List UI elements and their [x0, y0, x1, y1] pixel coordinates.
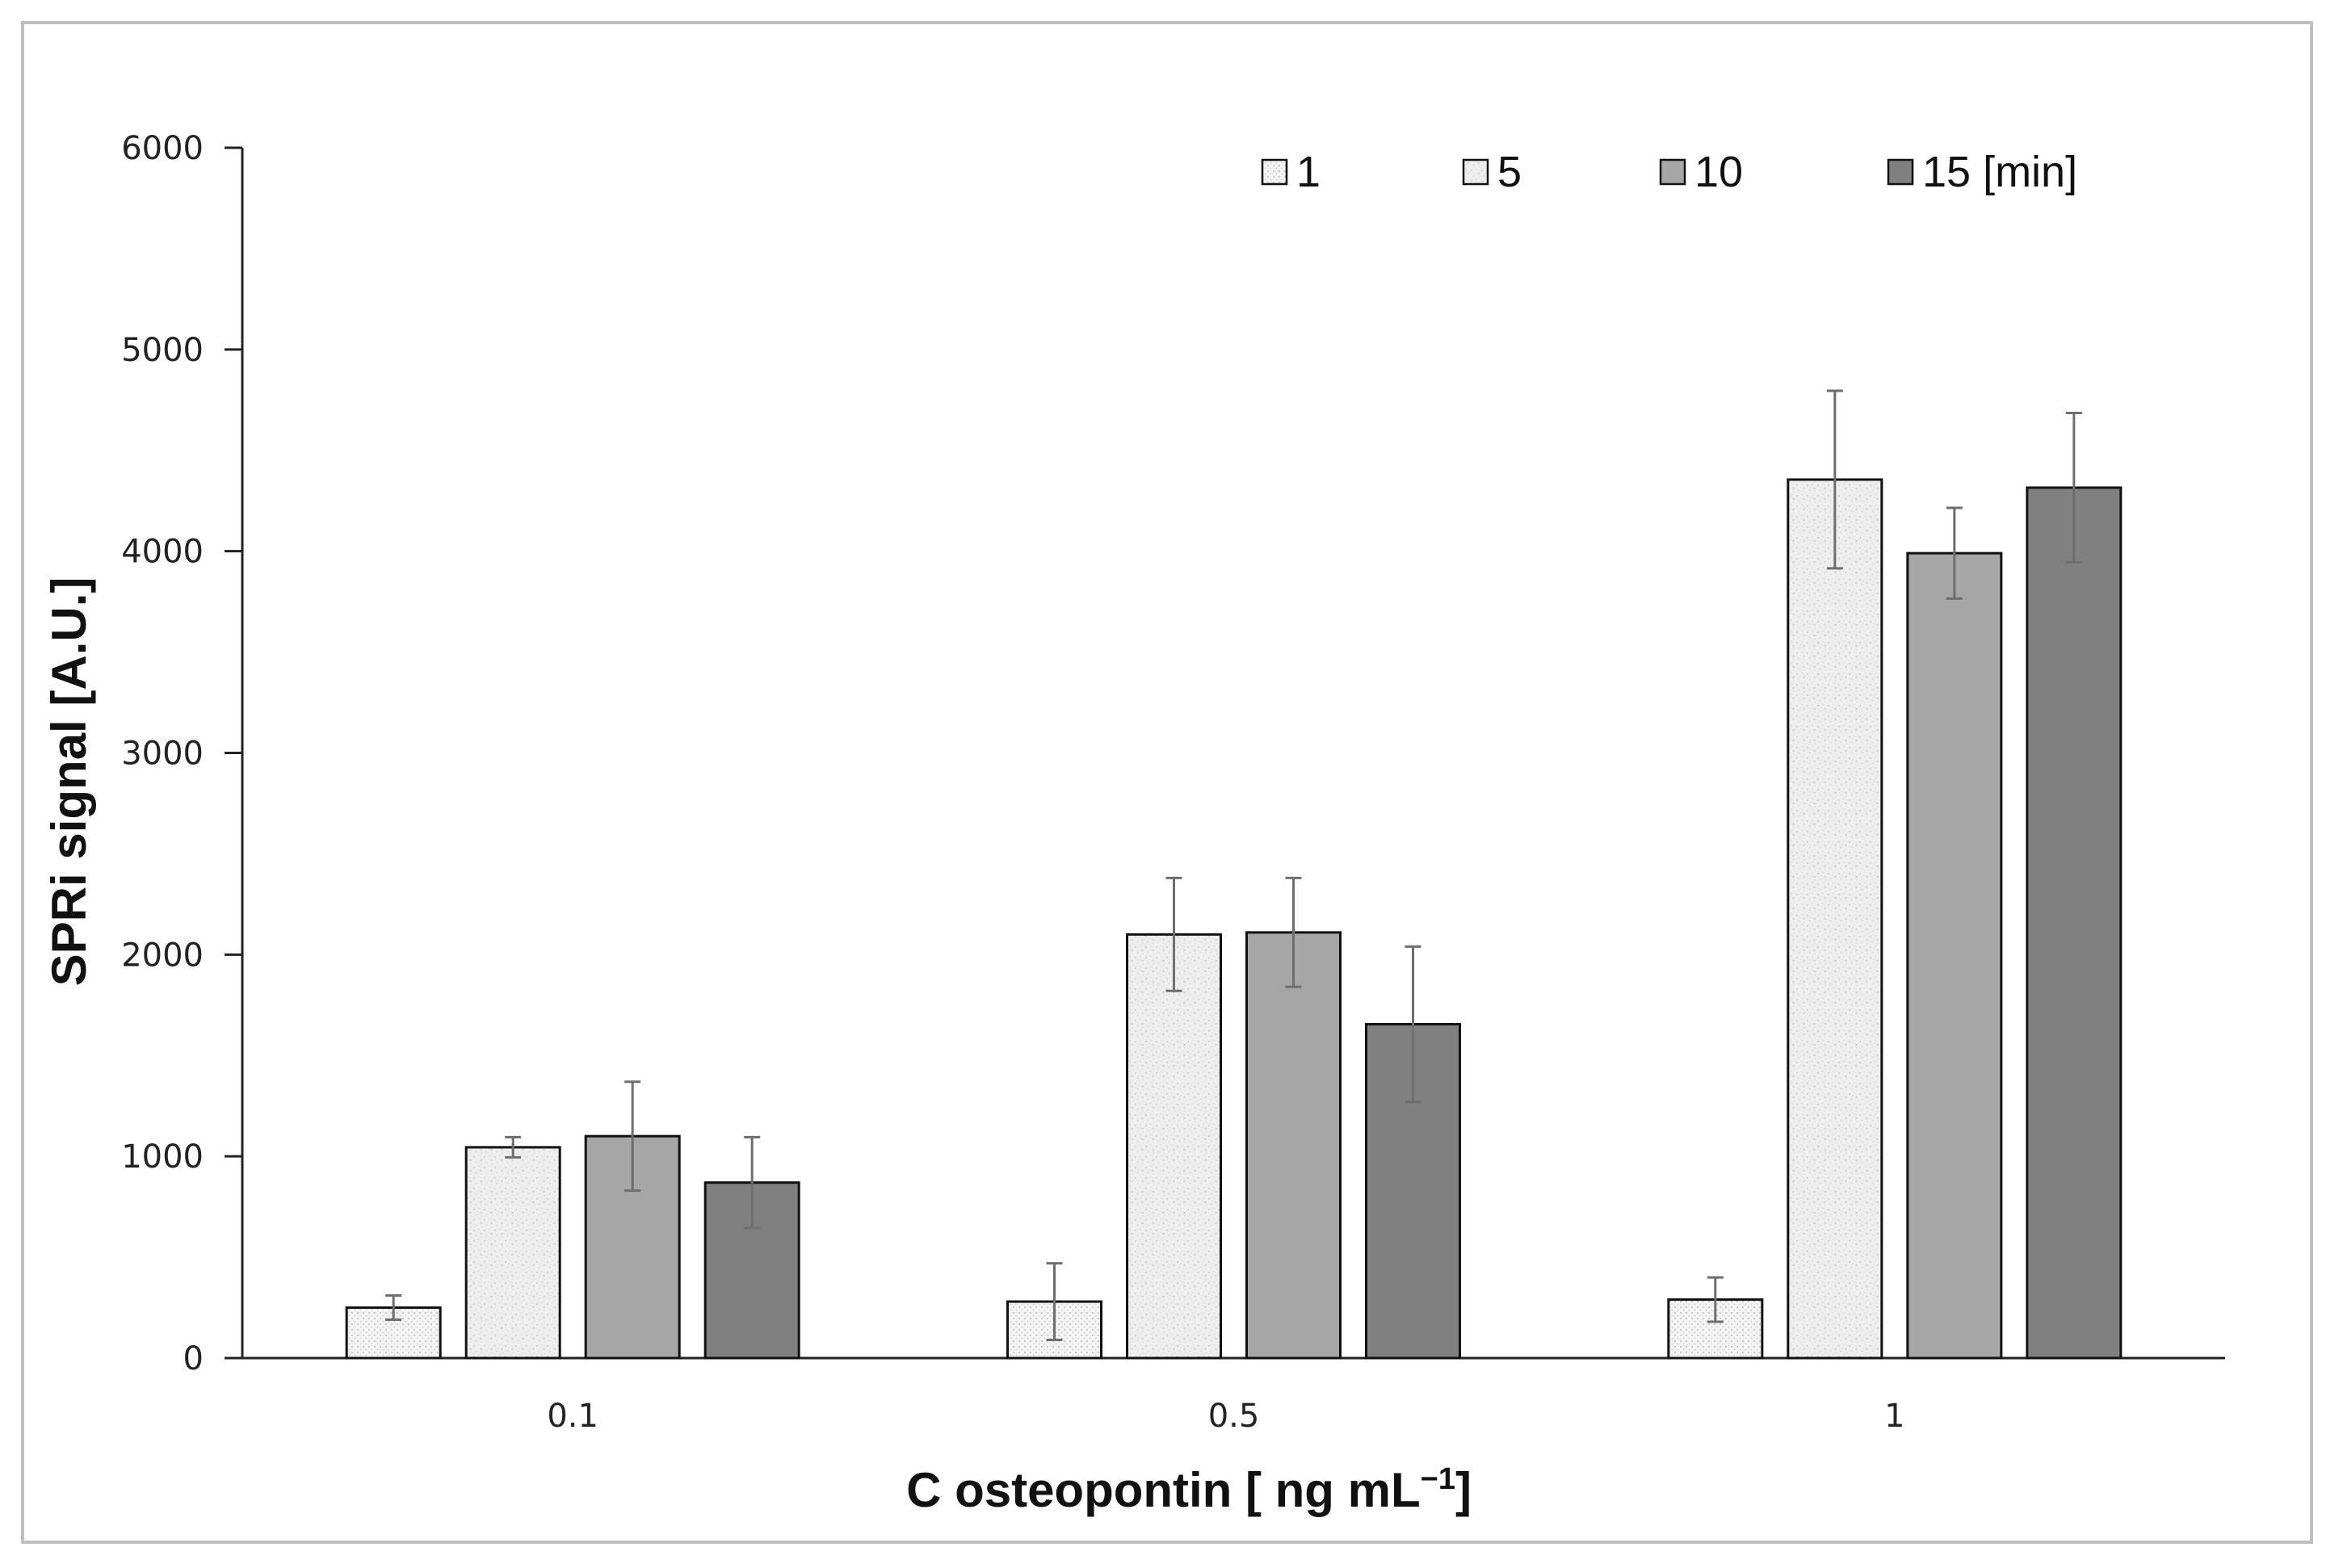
x-tick-label: 0.1	[547, 1398, 598, 1435]
error-bar	[1946, 506, 1963, 600]
bar	[1245, 931, 1342, 1360]
error-bar	[744, 1135, 761, 1230]
error-bar	[1826, 389, 1843, 570]
legend-swatch	[1887, 158, 1914, 186]
legend-item: 10	[1659, 148, 1743, 196]
error-bar	[1046, 1262, 1063, 1342]
y-tick-label: 3000	[121, 736, 204, 773]
legend-swatch	[1659, 158, 1686, 186]
legend-label: 15 [min]	[1922, 148, 2077, 196]
error-bar	[1707, 1276, 1724, 1323]
legend-label: 10	[1694, 148, 1743, 196]
error-bar	[2065, 412, 2082, 564]
legend-label: 1	[1296, 148, 1321, 196]
x-axis: 0.1 0.5 1	[242, 1356, 2225, 1435]
y-tick-label: 4000	[121, 534, 204, 571]
x-tick-label: 0.5	[1208, 1398, 1260, 1435]
bar	[2026, 486, 2123, 1360]
bar	[1906, 551, 2003, 1360]
bar	[464, 1146, 561, 1360]
x-axis-title-superscript: −1	[1421, 1462, 1455, 1496]
y-tick-label: 2000	[121, 937, 204, 974]
legend-item: 1	[1261, 148, 1321, 196]
y-tick-label: 6000	[121, 130, 204, 167]
legend-swatch	[1261, 158, 1288, 186]
error-bar	[624, 1080, 641, 1193]
y-axis-title: SPRi signal [A.U.]	[42, 577, 96, 987]
legend-label: 5	[1497, 148, 1522, 196]
legend-item: 5	[1462, 148, 1522, 196]
x-tick-label: 1	[1884, 1398, 1904, 1435]
legend-item: 15 [min]	[1887, 148, 2077, 196]
y-tick-label: 0	[183, 1340, 204, 1377]
y-axis: 0 1000 2000 3000 4000 5000 6000	[121, 130, 244, 1377]
y-tick-label: 5000	[121, 332, 204, 369]
error-bar	[1165, 876, 1182, 992]
bar	[1126, 933, 1222, 1360]
error-bar	[505, 1135, 522, 1159]
x-axis-title-main: C osteopontin [ ng mL	[906, 1463, 1421, 1517]
legend: 1 5 10 15 [min]	[1261, 148, 2077, 196]
error-bar	[1285, 876, 1302, 988]
y-tick-label: 1000	[121, 1138, 204, 1176]
legend-swatch	[1462, 158, 1489, 186]
bars	[345, 389, 2123, 1360]
x-axis-title: C osteopontin [ ng mL−1]	[906, 1462, 1472, 1517]
x-axis-title-suffix: ]	[1455, 1463, 1472, 1517]
error-bar	[1405, 945, 1421, 1104]
bar	[1787, 478, 1883, 1360]
error-bar	[385, 1294, 402, 1322]
